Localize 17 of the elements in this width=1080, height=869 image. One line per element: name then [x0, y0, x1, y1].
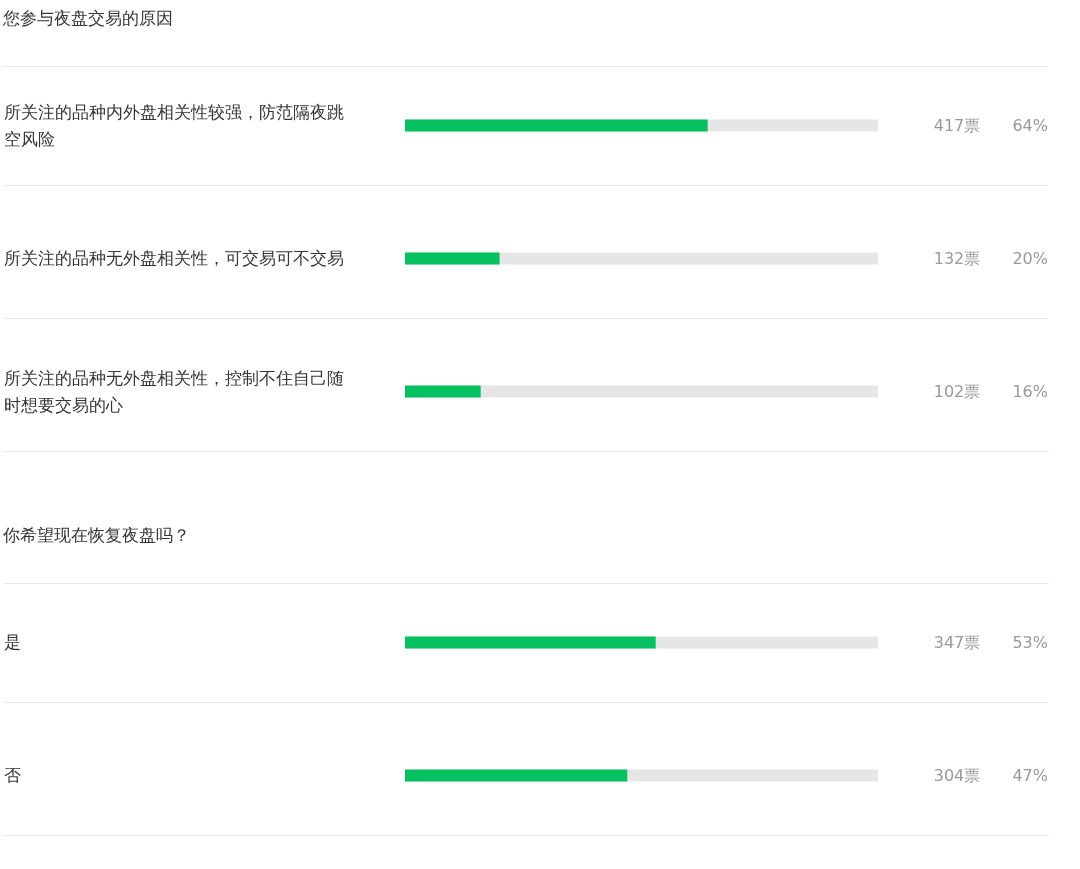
- data-label: 64%: [1012, 115, 1048, 135]
- data-label: 16%: [1012, 381, 1048, 401]
- text: 304票: [933, 765, 981, 785]
- data-label: 53%: [1012, 632, 1048, 652]
- data-label: 47%: [1012, 765, 1048, 785]
- text: 你希望现在恢复夜盘吗？: [2, 525, 190, 545]
- text: 347票: [933, 632, 981, 652]
- text: 您参与夜盘交易的原因: [2, 8, 173, 28]
- text: 132票: [933, 248, 981, 268]
- text: 417票: [933, 115, 981, 135]
- data-label: 20%: [1012, 248, 1048, 268]
- y-tick-label: 所关注的品种内外盘相关性较强，防范隔夜跳空风险: [3, 101, 344, 149]
- y-tick-label: 是: [3, 632, 21, 652]
- y-tick-label: 所关注的品种无外盘相关性，可交易可不交易: [3, 248, 344, 268]
- y-tick-label: 所关注的品种无外盘相关性，控制不住自己随时想要交易的心: [3, 367, 344, 415]
- text: 102票: [933, 381, 981, 401]
- y-tick-label: 否: [3, 765, 21, 785]
